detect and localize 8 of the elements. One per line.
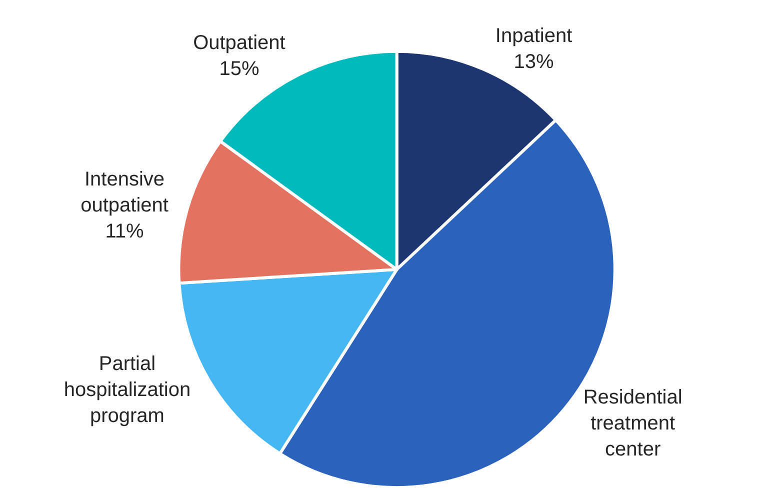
data-label: 15% xyxy=(219,58,260,80)
slice-label: Residential treatment center xyxy=(583,386,682,460)
slice-label: Outpatient xyxy=(193,32,286,54)
data-label: 13% xyxy=(514,51,554,74)
slice-label: Partial hospitalization program xyxy=(64,353,191,428)
slice-label: Intensive outpatient xyxy=(80,168,169,217)
slice-label: Inpatient xyxy=(495,25,573,48)
data-label: 11% xyxy=(105,220,144,243)
